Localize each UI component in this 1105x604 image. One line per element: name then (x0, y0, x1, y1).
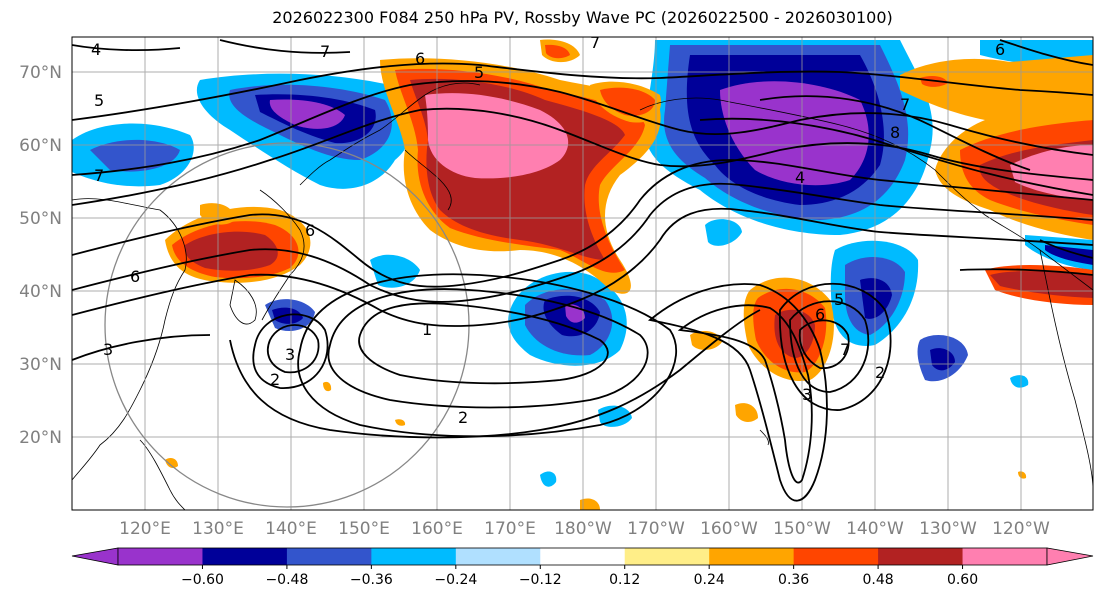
lon-label: 150°E (338, 519, 390, 539)
map-title: 2026022300 F084 250 hPa PV, Rossby Wave … (272, 8, 893, 27)
contour-labels: 5 7 6 5 7 6 7 8 4 6 3 1 2 2 3 2 5 6 7 3 … (91, 33, 1005, 427)
map-frame (71, 36, 1094, 511)
contour-label: 7 (900, 95, 910, 114)
lon-label: 120°W (992, 519, 1050, 539)
colorbar-tick-label: 0.36 (778, 572, 809, 588)
colorbar-segment (118, 548, 203, 565)
contour-label: 4 (795, 168, 805, 187)
contour-label: 6 (815, 305, 825, 324)
contour-label: 3 (802, 385, 812, 404)
lon-label: 140°W (846, 519, 904, 539)
lon-label: 120°E (119, 519, 171, 539)
contour-label: 8 (890, 123, 900, 142)
contour-label: 5 (94, 91, 104, 110)
colorbar-segment (202, 548, 288, 565)
colorbar-segment (793, 548, 879, 565)
contour-label: 7 (590, 33, 600, 52)
colorbar-segment (709, 548, 795, 565)
contour-label: 6 (130, 267, 140, 286)
contour-label: 5 (834, 290, 844, 309)
coastlines (72, 82, 1093, 510)
contour-label: 2 (875, 363, 885, 382)
contour-label: 7 (320, 42, 330, 61)
colorbar-tick-label: 0.12 (609, 572, 640, 588)
lat-label: 60°N (19, 136, 62, 156)
colorbar-segment (286, 548, 372, 565)
contour-label: 6 (415, 49, 425, 68)
latitude-labels: 70°N 60°N 50°N 40°N 30°N 20°N (19, 63, 62, 448)
pv-contours (72, 39, 1093, 502)
lon-label: 160°E (411, 519, 463, 539)
colorbar: −0.60 −0.48 −0.36 −0.24 −0.12 0.12 0.24 0.36 0.4… (71, 547, 1094, 588)
colorbar-tick-label: 0.48 (863, 572, 894, 588)
lat-label: 40°N (19, 282, 62, 302)
colorbar-left-extension (71, 547, 119, 566)
contour-label: 3 (103, 340, 113, 359)
lat-label: 20°N (19, 428, 62, 448)
lon-label: 130°E (192, 519, 244, 539)
colorbar-segment (878, 548, 964, 565)
lon-label: 180°W (554, 519, 612, 539)
lat-label: 70°N (19, 63, 62, 83)
colorbar-tick-label: −0.12 (519, 572, 562, 588)
contour-label: 1 (422, 320, 432, 339)
colorbar-right-extension (1046, 547, 1094, 566)
colorbar-segment (455, 548, 541, 565)
colorbar-tick-label: −0.60 (181, 572, 224, 588)
contour-label: 2 (458, 408, 468, 427)
colorbar-tick-label: −0.36 (350, 572, 393, 588)
colorbar-segment (371, 548, 457, 565)
contour-label: 2 (270, 370, 280, 389)
colorbar-tick-label: 0.24 (694, 572, 725, 588)
colorbar-segment (624, 548, 710, 565)
colorbar-tick-label: −0.48 (265, 572, 308, 588)
colorbar-tick-label: 0.60 (947, 572, 978, 588)
lon-label: 130°W (919, 519, 977, 539)
colorbar-segment (540, 548, 626, 565)
lon-label: 140°E (265, 519, 317, 539)
lon-label: 150°W (773, 519, 831, 539)
lat-label: 50°N (19, 209, 62, 229)
longitude-labels: 120°E 130°E 140°E 150°E 160°E 170°E 180°… (119, 519, 1050, 539)
colorbar-tick-label: −0.24 (434, 572, 477, 588)
colorbar-segment (962, 548, 1048, 565)
contour-label: 3 (285, 345, 295, 364)
lon-label: 160°W (700, 519, 758, 539)
contour-label: 6 (305, 221, 315, 240)
contour-label: 5 (474, 63, 484, 82)
contour-label: 6 (995, 40, 1005, 59)
contour-label: 7 (94, 166, 104, 185)
contour-label: 7 (840, 340, 850, 359)
lon-label: 170°E (484, 519, 536, 539)
graticule (72, 37, 1093, 510)
lon-label: 170°W (627, 519, 685, 539)
lat-label: 30°N (19, 355, 62, 375)
contour-label: 4 (91, 40, 101, 59)
